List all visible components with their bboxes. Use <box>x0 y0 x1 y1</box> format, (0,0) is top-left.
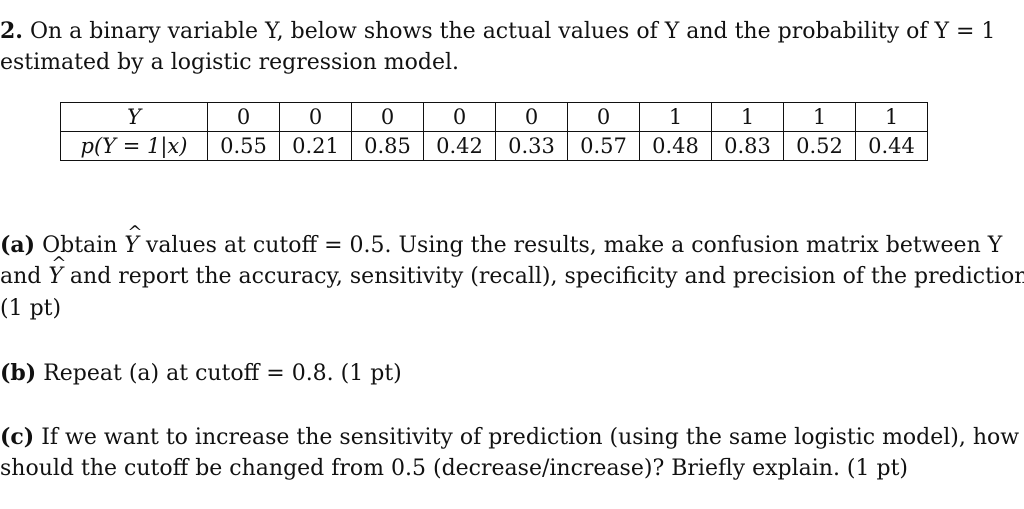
y-cell: 1 <box>711 102 784 132</box>
p-cell: 0.57 <box>567 131 640 161</box>
part-b-text: Repeat (a) at cutoff = 0.8. (1 pt) <box>43 361 402 386</box>
y-cell: 0 <box>207 102 280 132</box>
part-a-line2-post: and report the accuracy, sensitivity (re… <box>69 264 1024 289</box>
problem-intro-text: On a binary variable Y, below shows the … <box>29 19 996 44</box>
part-c-label: (c) <box>0 424 35 450</box>
y-cell: 0 <box>351 102 424 132</box>
problem-intro-line1: 2. On a binary variable Y, below shows t… <box>0 18 995 45</box>
p-cell: 0.85 <box>351 131 424 161</box>
yhat-symbol: ^ Y <box>48 253 67 289</box>
y-cell: 0 <box>279 102 352 132</box>
p-cell: 0.52 <box>783 131 856 161</box>
p-cell: 0.33 <box>495 131 568 161</box>
p-cell: 0.44 <box>855 131 928 161</box>
row-label-p: p(Y = 1|x) <box>60 131 208 161</box>
values-table: Y 0 0 0 0 0 0 1 1 1 1 p(Y = 1|x) 0.55 0.… <box>60 102 928 161</box>
part-a-line2-pre: and <box>0 264 42 289</box>
y-cell: 0 <box>423 102 496 132</box>
part-a-text-post: values at cutoff = 0.5. Using the result… <box>145 233 1003 258</box>
y-cell: 0 <box>567 102 640 132</box>
part-b-label: (b) <box>0 360 37 386</box>
p-cell: 0.83 <box>711 131 784 161</box>
part-a-line1: (a) Obtain ^ Y values at cutoff = 0.5. Us… <box>0 222 1003 259</box>
p-cell: 0.55 <box>207 131 280 161</box>
problem-intro-line2: estimated by a logistic regression model… <box>0 50 460 75</box>
y-cell: 1 <box>855 102 928 132</box>
part-c-line2: should the cutoff be changed from 0.5 (d… <box>0 456 909 481</box>
part-a-line3: (1 pt) <box>0 296 62 321</box>
y-cell: 1 <box>639 102 712 132</box>
part-b-line: (b) Repeat (a) at cutoff = 0.8. (1 pt) <box>0 360 402 387</box>
p-cell: 0.48 <box>639 131 712 161</box>
table-row-y: Y 0 0 0 0 0 0 1 1 1 1 <box>60 102 928 132</box>
part-a-text-pre: Obtain <box>42 233 118 258</box>
table-row-p: p(Y = 1|x) 0.55 0.21 0.85 0.42 0.33 0.57… <box>60 131 928 161</box>
p-cell: 0.42 <box>423 131 496 161</box>
y-cell: 1 <box>783 102 856 132</box>
part-a-label: (a) <box>0 232 36 258</box>
part-c-text1: If we want to increase the sensitivity o… <box>41 425 1020 450</box>
part-a-line2: and ^ Y and report the accuracy, sensitiv… <box>0 253 1024 290</box>
y-cell: 0 <box>495 102 568 132</box>
problem-number: 2. <box>0 18 23 44</box>
yhat-symbol: ^ Y <box>124 222 143 258</box>
row-label-y: Y <box>60 102 208 132</box>
p-cell: 0.21 <box>279 131 352 161</box>
part-c-line1: (c) If we want to increase the sensitivi… <box>0 424 1019 451</box>
